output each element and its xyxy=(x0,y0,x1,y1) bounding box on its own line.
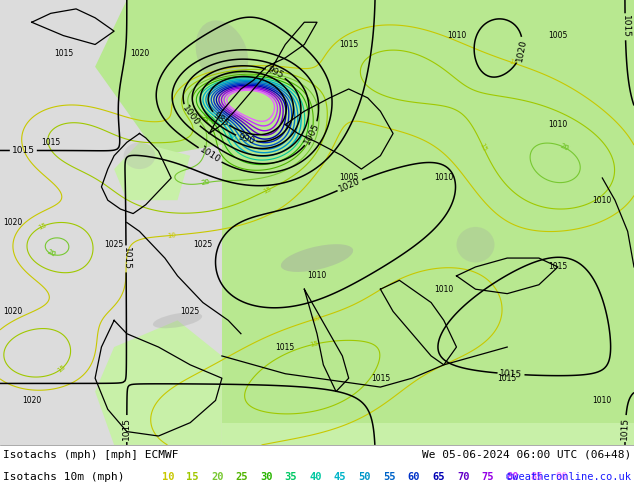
Text: 1020: 1020 xyxy=(22,396,41,405)
Text: 15: 15 xyxy=(309,341,319,348)
Polygon shape xyxy=(222,0,634,445)
Ellipse shape xyxy=(281,244,353,272)
Text: 35: 35 xyxy=(285,472,297,482)
Text: 1015: 1015 xyxy=(122,247,131,270)
Text: ©weatheronline.co.uk: ©weatheronline.co.uk xyxy=(506,472,631,482)
Text: 15: 15 xyxy=(37,222,48,231)
Text: 1010: 1010 xyxy=(307,271,327,280)
Text: 10: 10 xyxy=(162,472,174,482)
Text: 1020: 1020 xyxy=(337,176,362,194)
Text: 30: 30 xyxy=(260,472,273,482)
Text: 1005: 1005 xyxy=(548,31,567,40)
Text: 1015: 1015 xyxy=(621,417,630,440)
Text: 35: 35 xyxy=(223,132,231,143)
Text: 40: 40 xyxy=(226,131,236,142)
Text: 75: 75 xyxy=(482,472,494,482)
Ellipse shape xyxy=(456,227,495,263)
Polygon shape xyxy=(95,0,349,156)
Text: 1015: 1015 xyxy=(276,343,295,351)
Text: 1025: 1025 xyxy=(105,240,124,249)
Text: 1015: 1015 xyxy=(41,138,60,147)
Text: We 05-06-2024 06:00 UTC (06+48): We 05-06-2024 06:00 UTC (06+48) xyxy=(422,450,631,460)
Text: 55: 55 xyxy=(383,472,396,482)
Text: 1010: 1010 xyxy=(593,396,612,405)
Text: Isotachs (mph) [mph] ECMWF: Isotachs (mph) [mph] ECMWF xyxy=(3,450,179,460)
Text: 15: 15 xyxy=(479,142,488,152)
Text: 1020: 1020 xyxy=(3,307,22,316)
Text: 20: 20 xyxy=(46,249,56,258)
Polygon shape xyxy=(222,423,634,445)
Text: 25: 25 xyxy=(236,472,248,482)
Text: 80: 80 xyxy=(506,472,519,482)
Text: 1005: 1005 xyxy=(303,122,321,146)
Text: 1025: 1025 xyxy=(181,307,200,316)
Text: 1010: 1010 xyxy=(434,285,453,294)
Text: 1020: 1020 xyxy=(3,218,22,227)
Text: 20: 20 xyxy=(46,249,56,258)
Text: 40: 40 xyxy=(309,472,322,482)
Text: 15: 15 xyxy=(186,472,199,482)
Text: 1015: 1015 xyxy=(621,15,630,38)
Text: 20: 20 xyxy=(201,179,210,187)
Ellipse shape xyxy=(124,143,155,169)
Text: Isotachs 10m (mph): Isotachs 10m (mph) xyxy=(3,472,124,482)
Text: 1010: 1010 xyxy=(548,120,567,129)
Text: 1015: 1015 xyxy=(371,374,390,383)
Text: 1015: 1015 xyxy=(548,263,567,271)
Text: 10: 10 xyxy=(508,58,519,67)
Text: 1015: 1015 xyxy=(12,146,35,155)
Text: 15: 15 xyxy=(56,364,67,374)
Text: 30: 30 xyxy=(206,115,216,126)
Text: 1015: 1015 xyxy=(122,417,131,440)
Text: 25: 25 xyxy=(198,113,209,123)
Text: 1010: 1010 xyxy=(593,196,612,205)
Text: 995: 995 xyxy=(266,65,285,81)
Text: 20: 20 xyxy=(559,143,569,152)
Text: 20: 20 xyxy=(559,143,569,152)
Polygon shape xyxy=(114,143,190,200)
Ellipse shape xyxy=(196,21,248,86)
Text: 1010: 1010 xyxy=(434,173,453,182)
Text: 10: 10 xyxy=(311,315,321,323)
Text: 1015: 1015 xyxy=(54,49,73,58)
Text: 1015: 1015 xyxy=(498,374,517,383)
Text: 1010: 1010 xyxy=(198,146,222,165)
Text: 1025: 1025 xyxy=(193,240,212,249)
Text: 50: 50 xyxy=(359,472,371,482)
Text: 65: 65 xyxy=(432,472,445,482)
Text: 20: 20 xyxy=(201,179,210,187)
Text: 1015: 1015 xyxy=(499,369,523,379)
Text: 20: 20 xyxy=(211,472,223,482)
Text: 10: 10 xyxy=(167,232,176,239)
Text: 25: 25 xyxy=(198,113,209,123)
Text: 990: 990 xyxy=(236,132,256,146)
Text: 85: 85 xyxy=(531,472,543,482)
Text: 1020: 1020 xyxy=(130,49,149,58)
Polygon shape xyxy=(95,320,222,445)
Text: 1020: 1020 xyxy=(515,38,528,62)
Text: 60: 60 xyxy=(408,472,420,482)
Ellipse shape xyxy=(153,313,202,328)
Text: 1015: 1015 xyxy=(339,40,358,49)
Text: 45: 45 xyxy=(334,472,346,482)
Text: 985: 985 xyxy=(211,110,230,128)
Text: 15: 15 xyxy=(262,186,273,195)
Text: 1010: 1010 xyxy=(447,31,466,40)
Text: 1005: 1005 xyxy=(339,173,358,182)
Text: 90: 90 xyxy=(555,472,568,482)
Text: 70: 70 xyxy=(457,472,469,482)
Text: 1000: 1000 xyxy=(180,104,201,128)
